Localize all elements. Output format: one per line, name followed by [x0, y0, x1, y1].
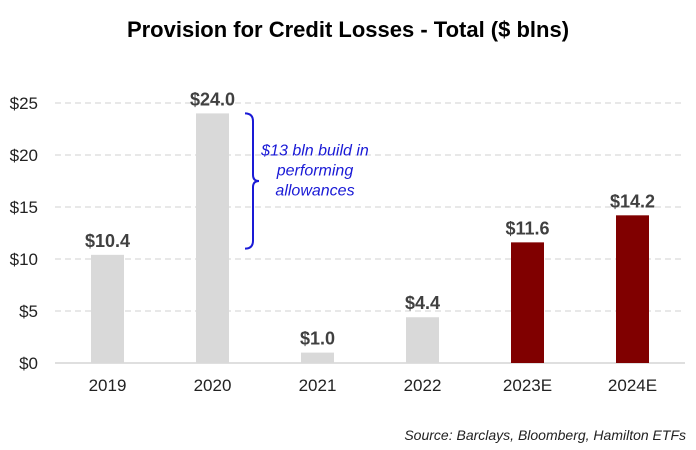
data-label: $10.4 [85, 231, 130, 251]
grid-layer [55, 102, 685, 364]
annotation-text: $13 bln build in [260, 142, 369, 159]
source-note: Source: Barclays, Bloomberg, Hamilton ET… [404, 427, 686, 443]
y-tick-label: $25 [10, 94, 38, 113]
chart-title: Provision for Credit Losses - Total ($ b… [127, 17, 569, 42]
x-tick-label: 2021 [299, 376, 337, 395]
bar [91, 254, 124, 363]
bars-layer [91, 113, 649, 364]
x-tick-label: 2019 [89, 376, 127, 395]
bar [511, 242, 544, 363]
annotation-text: performing [276, 162, 354, 179]
annotation-bracket [244, 112, 260, 250]
data-label: $24.0 [190, 89, 235, 109]
annotation-layer: $13 bln build in performing allowances [244, 112, 369, 250]
bar [616, 215, 649, 363]
data-label: $1.0 [300, 329, 335, 349]
x-tick-label: 2023E [503, 376, 552, 395]
y-tick-label: $0 [19, 354, 38, 373]
annotation-text: allowances [275, 182, 354, 199]
y-tick-label: $10 [10, 250, 38, 269]
y-tick-label: $5 [19, 302, 38, 321]
data-label: $4.4 [405, 293, 440, 313]
x-tick-label: 2024E [608, 376, 657, 395]
bar [406, 317, 439, 363]
data-label: $14.2 [610, 191, 655, 211]
x-tick-label: 2020 [194, 376, 232, 395]
bar [301, 352, 334, 363]
y-tick-label: $15 [10, 198, 38, 217]
data-label: $11.6 [505, 218, 549, 238]
bar [196, 113, 229, 364]
x-tick-label: 2022 [404, 376, 442, 395]
y-tick-label: $20 [10, 146, 38, 165]
labels-layer: $0 $5 $10 $15 $20 $25 $10.4 2019 $24.0 2020 $1.0 20… [10, 89, 657, 395]
